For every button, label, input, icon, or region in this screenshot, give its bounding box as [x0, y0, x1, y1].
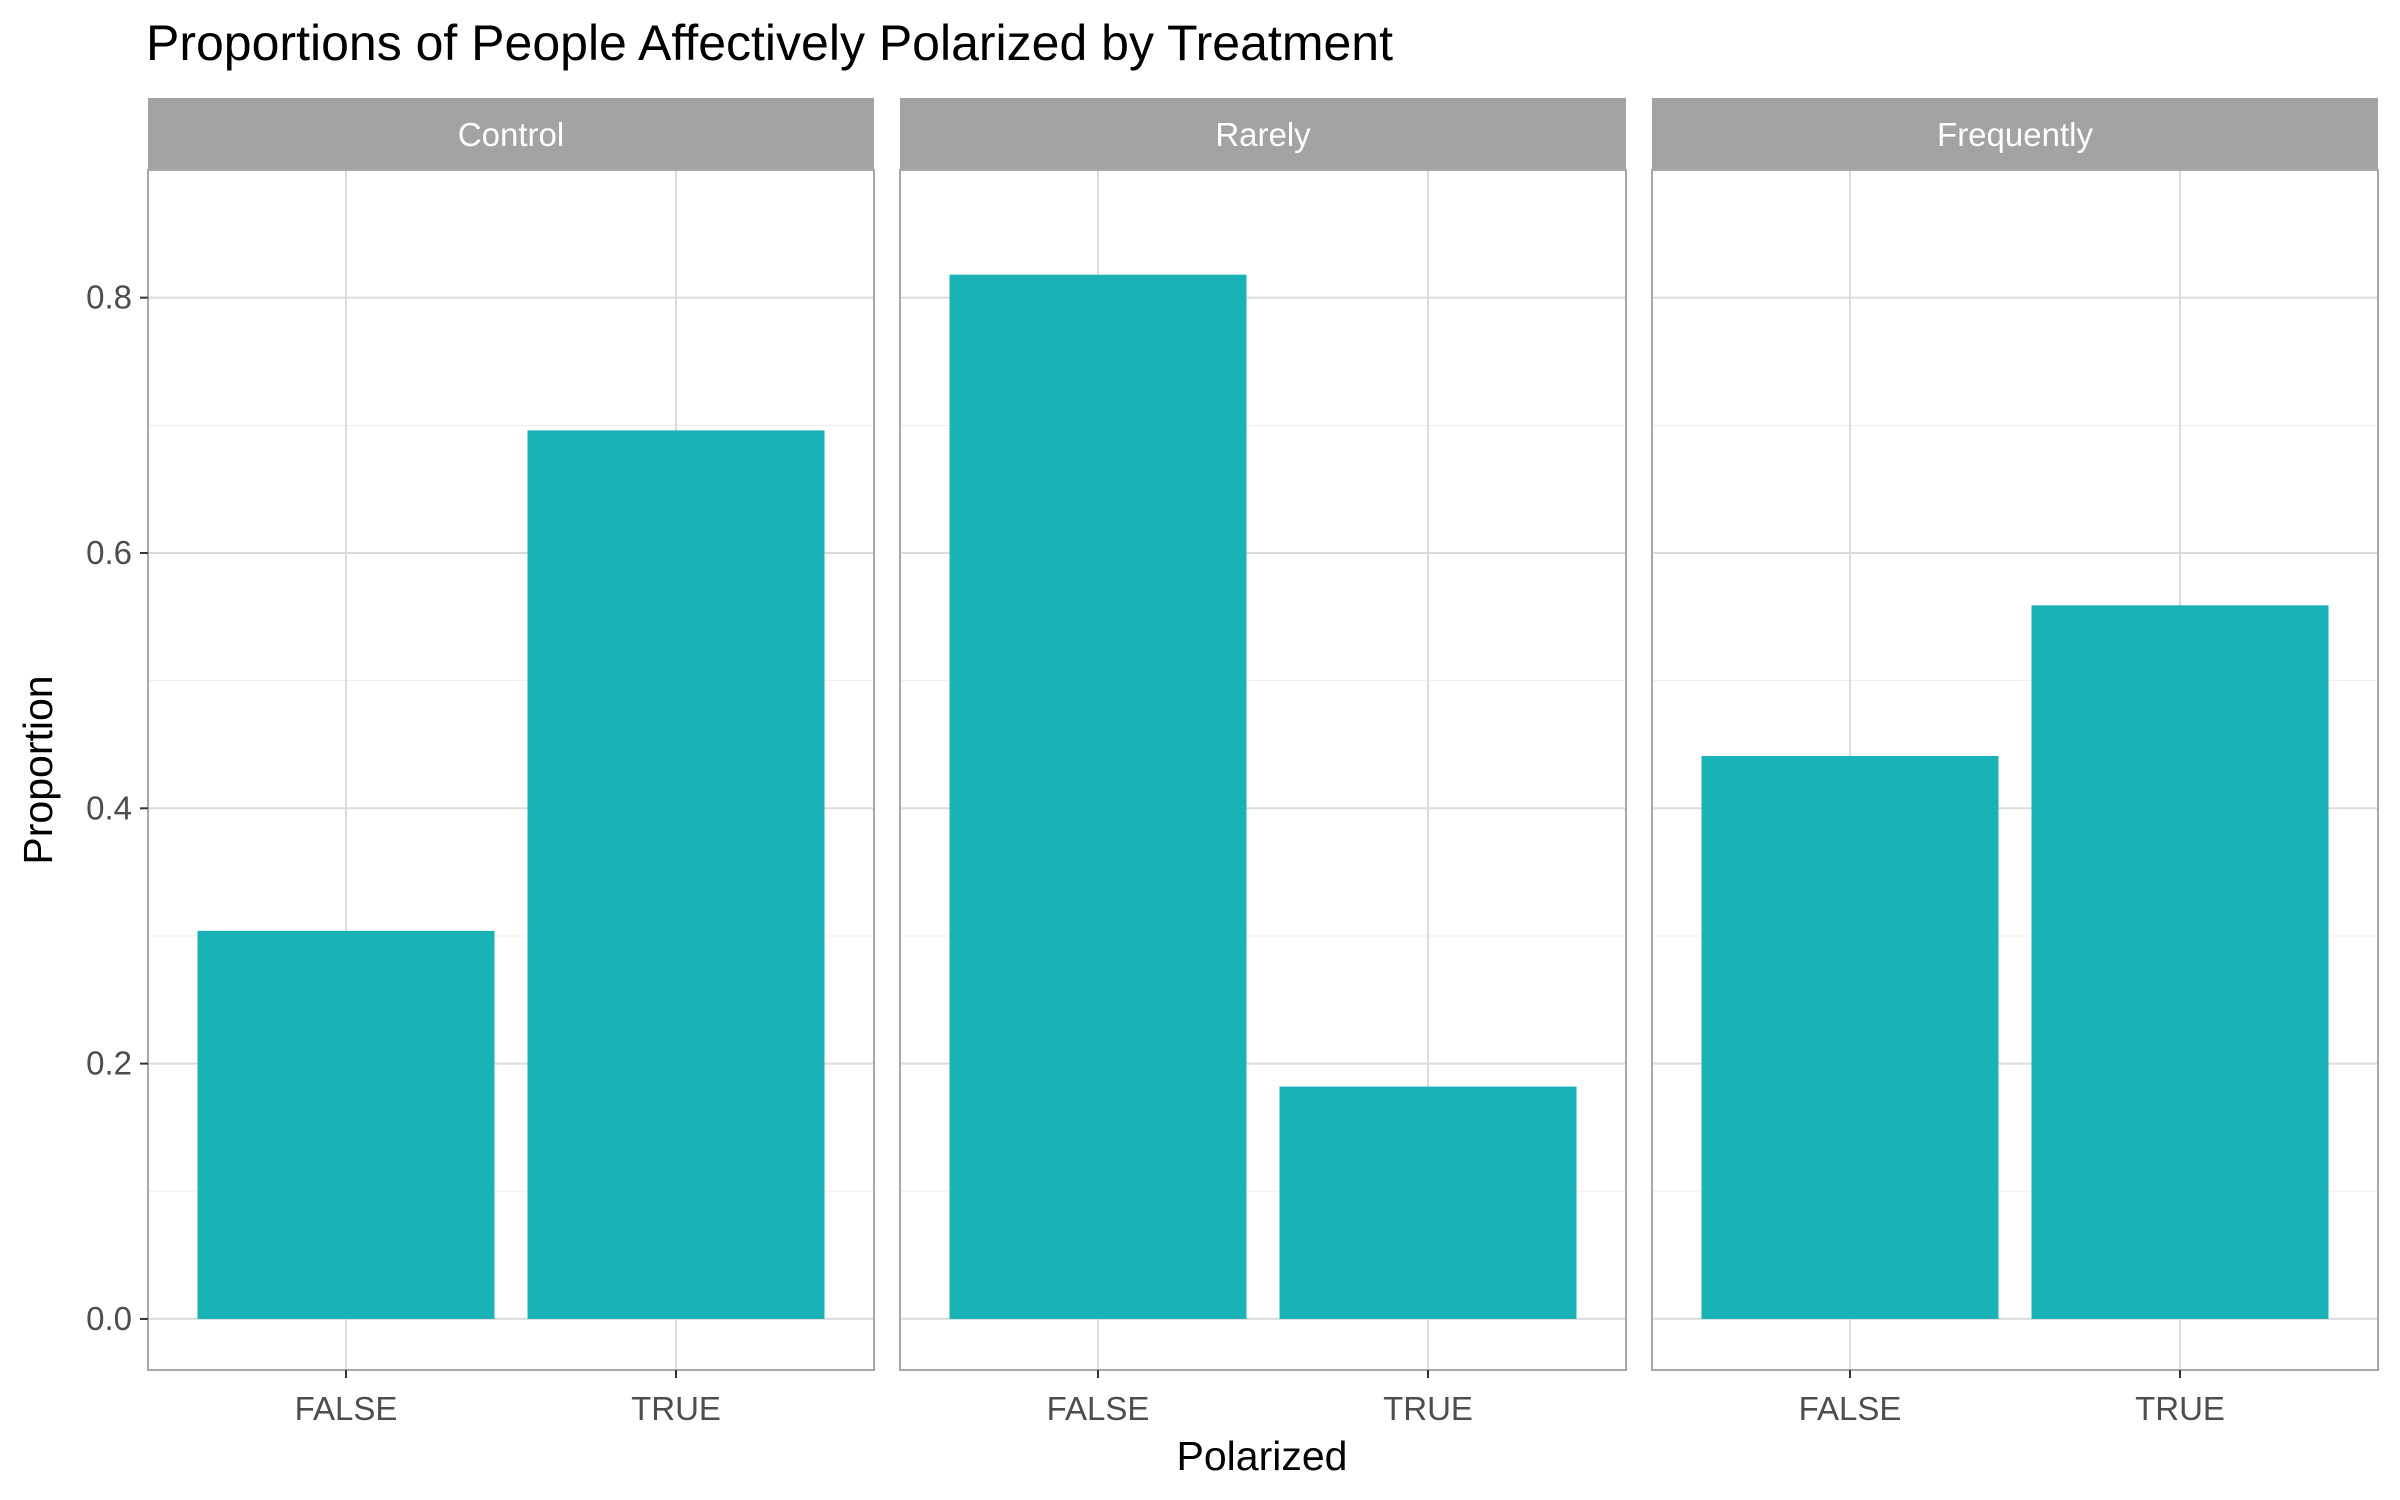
y-tick-label: 0.0	[86, 1300, 132, 1337]
x-tick-label: TRUE	[631, 1390, 721, 1427]
y-tick-label: 0.6	[86, 534, 132, 571]
x-axis-title: Polarized	[1177, 1433, 1348, 1479]
facet-strip-label: Rarely	[1215, 116, 1311, 153]
bar-control-true	[527, 430, 825, 1319]
x-tick-label: FALSE	[1047, 1390, 1150, 1427]
y-axis-title: Proportion	[15, 675, 61, 864]
facet-strip	[1652, 98, 2378, 170]
chart-title: Proportions of People Affectively Polari…	[146, 15, 1393, 71]
panel-border	[1651, 169, 2379, 1371]
bar-rarely-true	[1279, 1086, 1577, 1319]
bar-control-false	[197, 930, 495, 1319]
facet-panel-frequently: Frequently FALSE TRUE	[1651, 98, 2379, 1427]
y-tick-label: 0.8	[86, 279, 132, 316]
x-tick-label: FALSE	[295, 1390, 398, 1427]
y-axis: 0.0 0.2 0.4 0.6 0.8	[86, 279, 148, 1337]
facet-strip	[148, 98, 874, 170]
y-tick-label: 0.4	[86, 789, 132, 826]
y-tick-label: 0.2	[86, 1045, 132, 1082]
x-tick-label: TRUE	[1383, 1390, 1473, 1427]
facet-strip-label: Frequently	[1937, 116, 2093, 153]
facet-panel-rarely: Rarely FALSE TRUE	[899, 98, 1627, 1427]
panel-border	[899, 169, 1627, 1371]
panel-border	[147, 169, 875, 1371]
x-tick-label: TRUE	[2135, 1390, 2225, 1427]
bar-frequently-false	[1701, 755, 1999, 1319]
facet-strip	[900, 98, 1626, 170]
x-tick-label: FALSE	[1799, 1390, 1902, 1427]
facet-panel-control: Control FALSE TRUE	[147, 98, 875, 1427]
bar-frequently-true	[2031, 605, 2329, 1319]
bar-rarely-false	[949, 274, 1247, 1319]
facet-strip-label: Control	[458, 116, 564, 153]
